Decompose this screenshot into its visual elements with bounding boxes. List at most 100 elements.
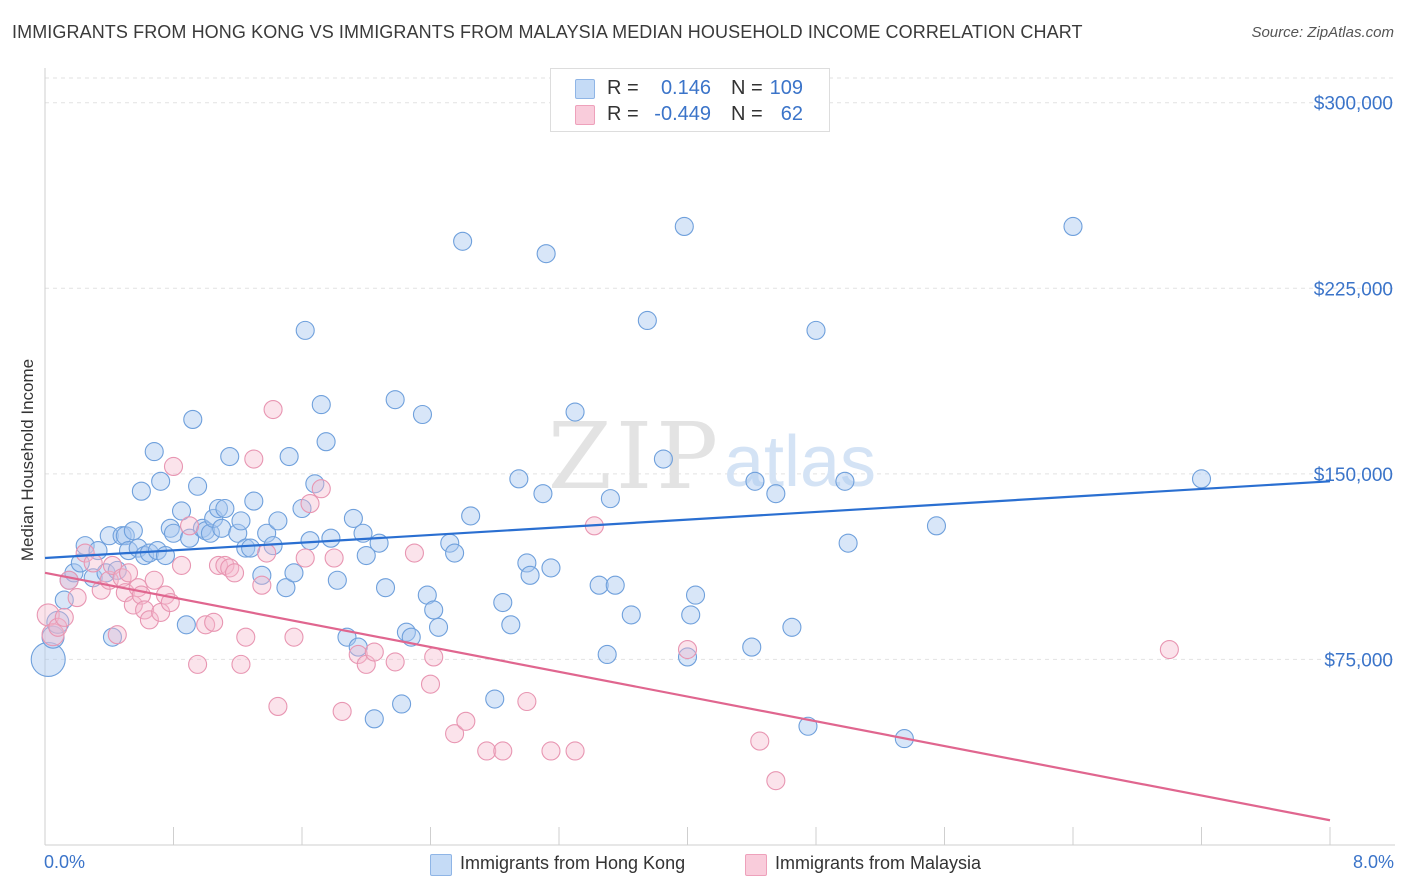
chart-title: IMMIGRANTS FROM HONG KONG VS IMMIGRANTS … <box>12 22 1083 42</box>
point-malaysia <box>750 731 770 751</box>
point-hong-kong <box>674 216 694 237</box>
point-malaysia <box>300 494 320 514</box>
point-hong-kong <box>321 528 341 548</box>
stats-row-malaysia: R = -0.449 N = 62 <box>551 101 829 127</box>
source-note: Source: ZipAtlas.com <box>1251 24 1394 41</box>
point-malaysia <box>284 627 304 647</box>
point-hong-kong <box>1063 216 1083 237</box>
r-value: 0.146 <box>660 77 711 99</box>
point-hong-kong <box>364 709 384 729</box>
point-hong-kong <box>144 442 164 462</box>
point-hong-kong <box>485 689 505 709</box>
point-malaysia <box>477 741 497 761</box>
stats-swatch-hong-kong <box>575 79 595 99</box>
point-hong-kong <box>533 484 553 504</box>
trend-line-malaysia <box>44 571 1331 822</box>
point-hong-kong <box>453 231 473 251</box>
data-points <box>30 216 1212 791</box>
point-hong-kong <box>208 498 229 519</box>
point-malaysia <box>456 711 476 731</box>
point-malaysia <box>54 607 74 627</box>
legend-swatch-hong-kong <box>430 854 452 876</box>
point-malaysia <box>180 516 200 536</box>
point-malaysia <box>59 570 79 590</box>
point-hong-kong <box>215 498 235 519</box>
point-malaysia <box>677 639 698 660</box>
point-malaysia <box>541 741 561 761</box>
point-hong-kong <box>385 390 405 410</box>
axes <box>44 68 1395 846</box>
point-hong-kong <box>428 617 449 637</box>
point-hong-kong <box>236 538 256 558</box>
grid-lines <box>45 77 1395 660</box>
point-malaysia <box>75 543 95 563</box>
n-label: N = <box>731 103 763 125</box>
n-label: N = <box>731 77 763 99</box>
point-hong-kong <box>30 641 66 677</box>
point-hong-kong <box>621 605 641 625</box>
point-hong-kong <box>305 474 325 494</box>
point-hong-kong <box>509 469 529 489</box>
point-hong-kong <box>798 716 818 736</box>
point-malaysia <box>565 741 585 761</box>
point-malaysia <box>424 647 444 667</box>
point-malaysia <box>348 644 368 665</box>
n-value: 62 <box>780 103 803 125</box>
point-hong-kong <box>565 402 585 422</box>
y-tick-labels: $75,000 $150,000 $225,000 $300,000 <box>1314 94 1393 672</box>
point-malaysia <box>517 691 537 712</box>
point-hong-kong <box>392 694 412 714</box>
point-malaysia <box>204 612 224 632</box>
point-hong-kong <box>501 615 521 635</box>
point-hong-kong <box>257 523 277 543</box>
point-hong-kong <box>279 447 299 467</box>
point-hong-kong <box>685 585 706 605</box>
stats-box: R = 0.146 N = 109 R = -0.449 N = 62 <box>550 68 830 132</box>
point-hong-kong <box>356 545 376 566</box>
point-hong-kong <box>835 471 855 491</box>
point-hong-kong <box>268 511 288 531</box>
point-malaysia <box>196 615 216 635</box>
point-hong-kong <box>295 320 315 340</box>
point-hong-kong <box>461 506 481 526</box>
point-malaysia <box>420 674 441 694</box>
point-malaysia <box>385 652 405 672</box>
point-hong-kong <box>241 538 261 558</box>
point-hong-kong <box>742 637 762 657</box>
point-hong-kong <box>766 484 786 504</box>
point-malaysia <box>139 610 159 630</box>
point-hong-kong <box>316 432 336 452</box>
y-tick-label: $150,000 <box>1314 465 1393 486</box>
point-hong-kong <box>171 501 192 521</box>
point-malaysia <box>107 625 127 645</box>
point-malaysia <box>1159 639 1179 660</box>
point-hong-kong <box>424 600 444 620</box>
point-hong-kong <box>311 395 331 415</box>
point-hong-kong <box>183 409 203 429</box>
point-hong-kong <box>677 647 698 667</box>
point-malaysia <box>67 588 87 608</box>
point-hong-kong <box>806 320 826 340</box>
point-malaysia <box>445 724 465 744</box>
y-tick-label: $225,000 <box>1314 279 1393 300</box>
point-hong-kong <box>536 244 556 264</box>
point-malaysia <box>324 548 344 568</box>
point-hong-kong <box>541 558 561 578</box>
legend: Immigrants from Hong Kong Immigrants fro… <box>0 852 1406 878</box>
point-malaysia <box>766 771 786 791</box>
point-hong-kong <box>1191 469 1212 489</box>
point-hong-kong <box>375 578 396 598</box>
point-malaysia <box>224 563 245 583</box>
point-hong-kong <box>605 575 625 595</box>
n-value: 109 <box>769 77 803 99</box>
x-tick-max: 8.0% <box>1352 852 1394 872</box>
point-malaysia <box>231 654 251 674</box>
point-malaysia <box>236 627 256 647</box>
point-hong-kong <box>327 570 347 590</box>
point-malaysia <box>208 555 229 575</box>
point-hong-kong <box>188 476 208 496</box>
point-hong-kong <box>123 521 143 541</box>
point-hong-kong <box>681 605 701 625</box>
legend-swatch-malaysia <box>745 854 767 876</box>
